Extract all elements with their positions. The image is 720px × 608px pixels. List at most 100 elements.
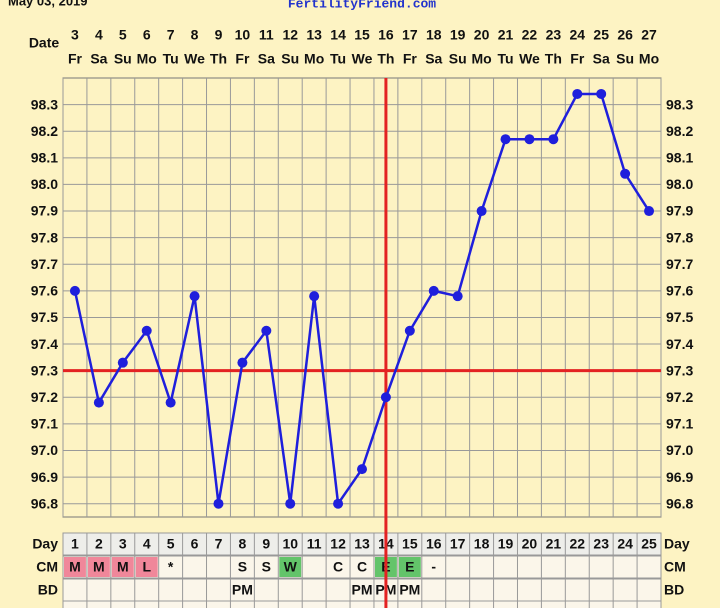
temperature-point (620, 168, 631, 179)
cycle_days-cell: 16 (426, 536, 442, 552)
cycle_days-cell: 3 (119, 536, 127, 552)
cycle_days-cell: 10 (282, 536, 298, 552)
date-label: 15 (354, 27, 370, 43)
date-label: 4 (95, 27, 103, 43)
cm-cell (398, 557, 421, 577)
temperature-point (69, 285, 80, 296)
y-tick-label: 97.0 (31, 442, 58, 458)
plot-frame (62, 77, 662, 518)
weekday-label: Su (449, 51, 467, 67)
cm-cell: * (168, 559, 174, 575)
weekday-label: Su (114, 51, 132, 67)
date-label: 14 (330, 27, 346, 43)
y-tick-label: 97.3 (666, 362, 693, 378)
cycle_days-cell: 25 (641, 536, 657, 552)
temperature-point (452, 291, 463, 302)
weekday-label: Su (616, 51, 634, 67)
cm-cell: - (431, 559, 436, 575)
y-tick-label: 97.1 (31, 416, 58, 432)
weekday-label: Tu (330, 51, 346, 67)
y-tick-label: 97.4 (31, 336, 58, 352)
date-label: Date (29, 35, 60, 51)
y-tick-label: 97.7 (31, 256, 58, 272)
date-label: 22 (522, 27, 538, 43)
date-label: 16 (378, 27, 394, 43)
y-tick-label: 98.3 (31, 96, 58, 112)
site-name: FertilityFriend.com (288, 0, 436, 11)
y-tick-label: 98.2 (666, 123, 693, 139)
temperature-point (309, 291, 320, 302)
cycle_days-cell: 2 (95, 536, 103, 552)
temperature-point (428, 285, 439, 296)
row-label: BD (38, 582, 58, 598)
row-label: Day (664, 536, 690, 552)
cm-cell: M (117, 559, 129, 575)
date-label: 8 (191, 27, 199, 43)
cycle_days-cell: 9 (262, 536, 270, 552)
table-row (62, 600, 662, 608)
y-tick-label: 98.2 (31, 123, 58, 139)
date-label: 9 (215, 27, 223, 43)
row-label: CM (36, 559, 58, 575)
temperature-point (189, 291, 200, 302)
cycle_days-cell: 6 (191, 536, 199, 552)
cm-cell: C (357, 559, 367, 575)
bd-cell: PM (232, 582, 253, 598)
cm-cell: E (405, 559, 414, 575)
cycle_days-cell: 5 (167, 536, 175, 552)
temperature-point (572, 88, 583, 99)
y-tick-label: 97.1 (666, 416, 693, 432)
weekday-label: Fr (403, 51, 418, 67)
cycle_days-cell: 15 (402, 536, 418, 552)
cycle_days-cell: 17 (450, 536, 466, 552)
row-label: Day (32, 536, 58, 552)
cm-cell (64, 557, 86, 577)
cm-cell (111, 557, 134, 577)
cycle_days-cell: 24 (617, 536, 633, 552)
temperature-point (596, 88, 607, 99)
y-tick-label: 98.3 (666, 96, 693, 112)
bd-cell: PM (399, 582, 420, 598)
weekday-label: Mo (639, 51, 659, 67)
y-tick-label: 97.3 (31, 362, 58, 378)
cycle_days-cell: 20 (522, 536, 538, 552)
y-tick-label: 97.0 (666, 442, 693, 458)
cm-cell: L (142, 559, 151, 575)
y-tick-label: 97.9 (666, 203, 693, 219)
chart-date: May 03, 2019 (8, 0, 88, 8)
date-label: 24 (569, 27, 585, 43)
temperature-point (644, 206, 655, 217)
cm-cell: S (262, 559, 271, 575)
temperature-point (380, 392, 391, 403)
date-label: 25 (593, 27, 609, 43)
weekday-label: Th (545, 51, 562, 67)
cycle_days-cell: 12 (330, 536, 346, 552)
date-label: 21 (498, 27, 514, 43)
cycle_days-cell: 22 (569, 536, 585, 552)
cycle_days-cell: 19 (498, 536, 514, 552)
temperature-point (213, 498, 224, 509)
cm-cell: W (284, 559, 298, 575)
weekday-label: Sa (90, 51, 107, 67)
date-label: 10 (235, 27, 251, 43)
date-label: 26 (617, 27, 633, 43)
weekday-label: We (184, 51, 205, 67)
temperature-point (548, 134, 559, 145)
y-tick-label: 98.1 (666, 150, 693, 166)
row-label: CM (664, 559, 686, 575)
cycle_days-cell: 23 (593, 536, 609, 552)
y-tick-label: 97.8 (31, 229, 58, 245)
weekday-label: Mo (304, 51, 324, 67)
temperature-point (285, 498, 296, 509)
weekday-label: Tu (497, 51, 513, 67)
y-tick-label: 96.8 (31, 495, 58, 511)
cycle_days-cell: 13 (354, 536, 370, 552)
temperature-line (73, 92, 651, 508)
weekday-label: Su (281, 51, 299, 67)
y-tick-label: 97.9 (31, 203, 58, 219)
weekday-label: Fr (570, 51, 585, 67)
weekday-label: Tu (163, 51, 179, 67)
weekday-label: We (352, 51, 373, 67)
cm-cell (135, 557, 158, 577)
date-label: 5 (119, 27, 127, 43)
